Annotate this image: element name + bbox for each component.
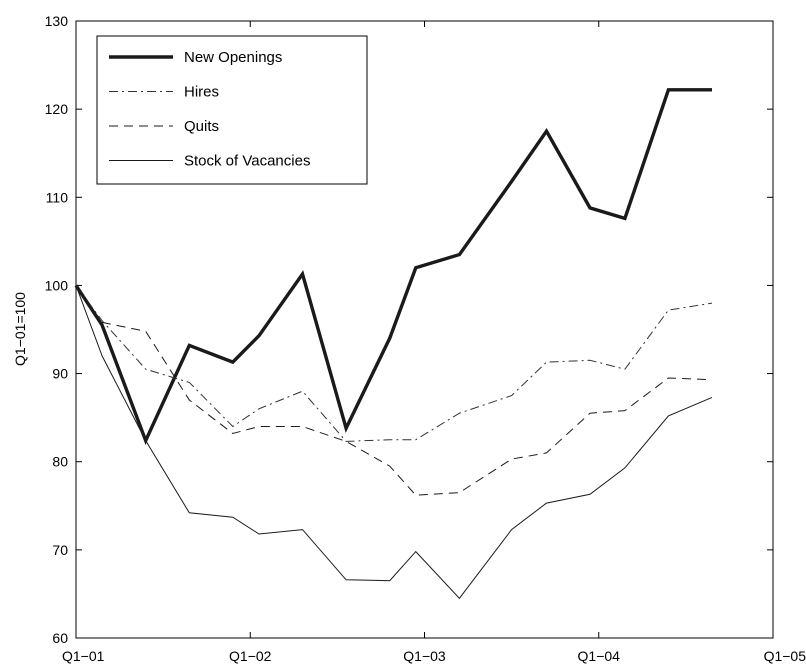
y-tick-label: 70 [52, 542, 68, 558]
series-line-hires [75, 285, 713, 442]
x-tick-label: Q1−02 [229, 648, 272, 664]
y-tick-label: 90 [52, 366, 68, 382]
y-tick-label: 110 [46, 189, 69, 205]
y-tick-label: 120 [45, 101, 69, 117]
x-tick-label: Q1−05 [764, 648, 806, 664]
y-tick-label: 80 [52, 454, 68, 470]
x-tick-label: Q1−01 [62, 648, 105, 664]
axis-ticks: 60 70 80 90 100 110 120 130 Q1−01 Q1−02 Q1−03 Q1−04… [45, 13, 806, 664]
x-tick-label: Q1−03 [403, 648, 446, 664]
legend: New Openings Hires Quits Stock of Vacancies [96, 35, 368, 185]
legend-label: Quits [184, 118, 219, 135]
legend-label: Stock of Vacancies [184, 153, 310, 170]
legend-box [96, 35, 368, 185]
series-line-quits [75, 285, 713, 496]
series-line-stock-of-vacancies [75, 285, 713, 600]
legend-label: Hires [184, 84, 219, 101]
y-axis-label: Q1−01=100 [12, 292, 28, 366]
y-tick-label: 100 [45, 277, 69, 293]
legend-label: New Openings [184, 49, 282, 66]
y-tick-label: 60 [52, 630, 68, 646]
series-line-new-openings [74, 88, 712, 446]
y-tick-label: 130 [45, 13, 69, 29]
x-tick-label: Q1−04 [578, 648, 621, 664]
series-lines [74, 88, 713, 600]
